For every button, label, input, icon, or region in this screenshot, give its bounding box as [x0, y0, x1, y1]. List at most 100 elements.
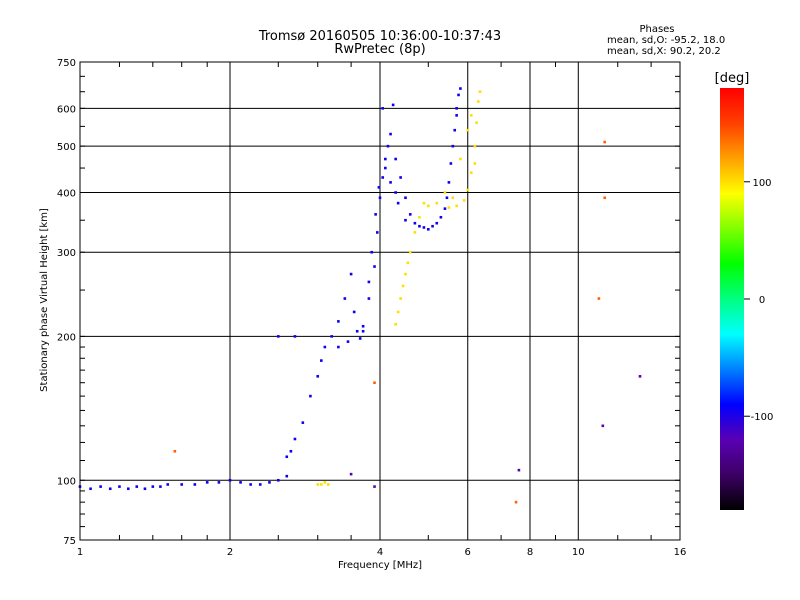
data-point-o	[355, 329, 359, 333]
data-point-o	[404, 218, 407, 222]
data-point-x	[316, 483, 320, 486]
data-point-o	[258, 483, 262, 486]
data-point-o	[309, 394, 312, 398]
data-point-o	[343, 297, 347, 300]
data-point-o	[143, 487, 147, 491]
data-point-o	[384, 157, 387, 161]
data-point-x	[404, 272, 407, 276]
data-point-o	[268, 481, 271, 484]
data-point-o	[370, 250, 374, 254]
data-point-o	[381, 176, 384, 179]
data-point-o	[217, 481, 221, 484]
data-point-x	[327, 483, 330, 486]
data-point-o	[447, 181, 451, 184]
data-point-isolated	[603, 196, 607, 200]
data-point-x	[406, 261, 410, 265]
data-point-x	[413, 231, 417, 234]
data-point-o	[361, 324, 365, 328]
data-point-isolated	[514, 500, 518, 504]
x-tick-label: 2	[227, 547, 233, 558]
data-point-isolated	[517, 468, 521, 472]
data-point-isolated	[603, 140, 607, 144]
data-point-o	[439, 215, 443, 219]
data-point-o	[408, 213, 412, 216]
data-point-x	[470, 114, 473, 117]
data-point-x	[466, 188, 470, 192]
data-point-isolated	[638, 375, 642, 378]
data-point-isolated	[173, 449, 177, 453]
data-point-o	[316, 375, 320, 378]
data-point-o	[459, 87, 462, 90]
data-point-o	[389, 132, 392, 136]
data-point-o	[377, 186, 381, 189]
data-point-o	[337, 320, 340, 323]
data-point-o	[361, 329, 365, 333]
data-point-o	[276, 478, 280, 482]
data-point-o	[276, 335, 280, 338]
y-tick-label: 600	[57, 104, 76, 115]
data-point-x	[470, 171, 473, 175]
data-point-o	[205, 481, 209, 484]
data-point-o	[455, 107, 458, 110]
data-point-isolated	[349, 472, 353, 476]
y-tick-label: 200	[57, 332, 76, 343]
data-point-isolated	[373, 485, 376, 488]
data-point-o	[449, 162, 453, 165]
grid	[80, 62, 680, 540]
data-point-x	[451, 196, 455, 200]
data-point-o	[399, 176, 402, 179]
data-point-o	[293, 437, 297, 441]
data-point-x	[320, 483, 323, 486]
x-tick-label: 1	[77, 547, 83, 558]
data-point-o	[445, 196, 449, 200]
data-point-o	[443, 207, 447, 210]
data-point-x	[426, 204, 430, 208]
data-point-x	[396, 310, 400, 314]
colorbar-tick-label: 100	[752, 178, 771, 189]
data-point-o	[394, 157, 397, 161]
phase-header: Phases	[639, 24, 674, 35]
data-point-o	[159, 485, 162, 488]
data-point-o	[431, 224, 434, 228]
data-point-o	[285, 474, 289, 478]
data-point-o	[126, 487, 130, 491]
x-tick-label: 6	[465, 547, 471, 558]
phase-stats-o: mean, sd,O: -95.2, 18.0	[607, 35, 725, 46]
data-point-x	[466, 128, 470, 132]
chart-subtitle: RwPretec (8p)	[334, 42, 425, 57]
data-point-o	[135, 485, 139, 488]
data-point-o	[422, 226, 426, 229]
data-point-o	[378, 196, 382, 200]
colorbar-tick-label: 0	[759, 295, 765, 306]
data-point-o	[367, 280, 371, 284]
data-point-o	[118, 485, 121, 488]
data-point-isolated	[601, 424, 605, 428]
data-point-o	[89, 487, 92, 491]
data-point-x	[459, 157, 462, 161]
data-point-o	[108, 487, 112, 491]
data-point-x	[473, 144, 477, 148]
data-point-o	[337, 345, 340, 349]
data-point-x	[447, 206, 451, 209]
data-point-o	[239, 481, 242, 484]
data-point-o	[404, 196, 407, 200]
data-point-o	[367, 297, 371, 300]
data-point-x	[475, 121, 478, 124]
data-point-o	[391, 103, 395, 107]
data-point-o	[323, 345, 327, 349]
data-point-x	[418, 215, 421, 219]
data-point-x	[478, 90, 482, 94]
data-point-o	[180, 483, 184, 486]
data-point-x	[408, 250, 412, 254]
data-point-o	[352, 310, 356, 314]
data-point-o	[396, 201, 400, 205]
data-point-x	[477, 100, 480, 103]
data-point-o	[193, 483, 197, 486]
data-point-x	[399, 297, 402, 300]
data-point-x	[435, 201, 439, 205]
data-point-o	[384, 166, 387, 170]
data-point-o	[293, 335, 297, 338]
data-point-o	[389, 181, 392, 184]
data-point-o	[285, 455, 289, 459]
